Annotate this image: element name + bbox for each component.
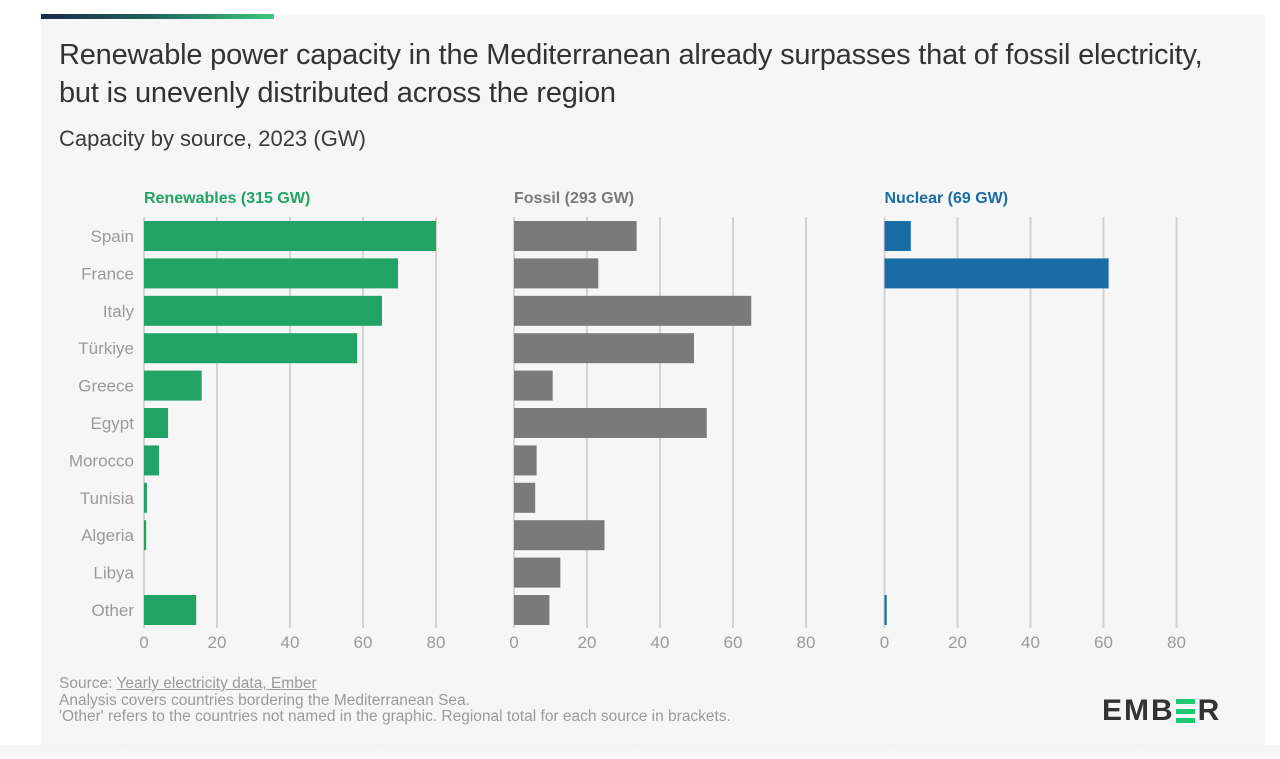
fossil-bar-egypt [514, 408, 707, 438]
renewables-bar-greece [144, 370, 202, 401]
renewables-bar-france [144, 258, 399, 289]
chart-title: Renewable power capacity in the Mediterr… [59, 39, 1203, 109]
chart-footer: Source: Yearly electricity data, Ember A… [59, 675, 731, 726]
fossil-bar-algeria [514, 520, 605, 551]
nuclear-bar-other [884, 595, 887, 625]
chart-subtitle: Capacity by source, 2023 (GW) [59, 126, 366, 151]
source-line: Source: Yearly electricity data, Ember [59, 675, 731, 693]
source-link[interactable]: Yearly electricity data, Ember [116, 675, 317, 692]
fossil-tick-label: 80 [797, 633, 816, 652]
renewables-panel-title: Renewables (315 GW) [144, 190, 310, 207]
category-label: Italy [103, 302, 135, 321]
category-label: Morocco [69, 451, 134, 470]
renewables-bar-t-rkiye [144, 333, 358, 364]
fossil-bar-greece [514, 370, 553, 401]
footer-note-coverage: Analysis covers countries bordering the … [59, 691, 470, 709]
fossil-bar-libya [514, 557, 561, 588]
category-label: Egypt [91, 414, 135, 433]
logo-text-left: EMB [1102, 694, 1175, 727]
nuclear-tick-label: 80 [1167, 633, 1186, 652]
fossil-bar-morocco [514, 445, 537, 476]
fossil-bar-other [514, 595, 550, 625]
category-label: Algeria [81, 526, 134, 545]
renewables-bar-other [144, 595, 197, 625]
nuclear-tick-label: 60 [1094, 633, 1113, 652]
category-label: Türkiye [78, 339, 134, 358]
nuclear-tick-label: 20 [948, 633, 967, 652]
category-label: France [81, 264, 134, 283]
chart-card [41, 15, 1265, 745]
nuclear-panel-title: Nuclear (69 GW) [885, 190, 1009, 207]
fossil-tick-label: 40 [651, 633, 670, 652]
renewables-bar-spain [144, 221, 436, 251]
nuclear-bar-spain [884, 221, 911, 251]
category-label: Tunisia [80, 489, 135, 508]
fossil-bar-italy [514, 295, 752, 326]
renewables-tick-label: 60 [354, 633, 373, 652]
category-label: Libya [93, 564, 134, 583]
nuclear-tick-label: 0 [880, 633, 889, 652]
renewables-tick-label: 80 [427, 633, 446, 652]
renewables-bar-egypt [144, 408, 169, 438]
renewables-bar-algeria [144, 520, 147, 551]
renewables-tick-label: 20 [208, 633, 227, 652]
fossil-tick-label: 60 [724, 633, 743, 652]
renewables-bar-tunisia [144, 482, 147, 513]
fossil-tick-label: 20 [578, 633, 597, 652]
renewables-tick-label: 40 [281, 633, 300, 652]
category-label: Greece [78, 377, 134, 396]
fossil-tick-label: 0 [509, 633, 518, 652]
renewables-bar-morocco [144, 445, 159, 476]
logo-text-right: R [1197, 694, 1222, 727]
nuclear-tick-label: 40 [1021, 633, 1040, 652]
accent-bar [41, 14, 274, 19]
footer-note-other: 'Other' refers to the countries not name… [59, 708, 731, 725]
category-label: Other [91, 601, 134, 620]
fossil-bar-france [514, 258, 599, 289]
nuclear-bar-france [884, 258, 1109, 289]
fossil-bar-tunisia [514, 482, 536, 513]
category-label: Spain [91, 227, 134, 246]
ember-logo: EMB R [1102, 694, 1221, 728]
renewables-tick-label: 0 [139, 633, 148, 652]
fossil-bar-spain [514, 221, 637, 251]
source-prefix: Source: [59, 675, 117, 692]
logo-green-e-icon [1175, 699, 1195, 723]
page-bottom-strip [0, 745, 1280, 759]
fossil-panel-title: Fossil (293 GW) [514, 190, 634, 207]
fossil-bar-t-rkiye [514, 333, 694, 364]
renewables-bar-italy [144, 295, 382, 326]
